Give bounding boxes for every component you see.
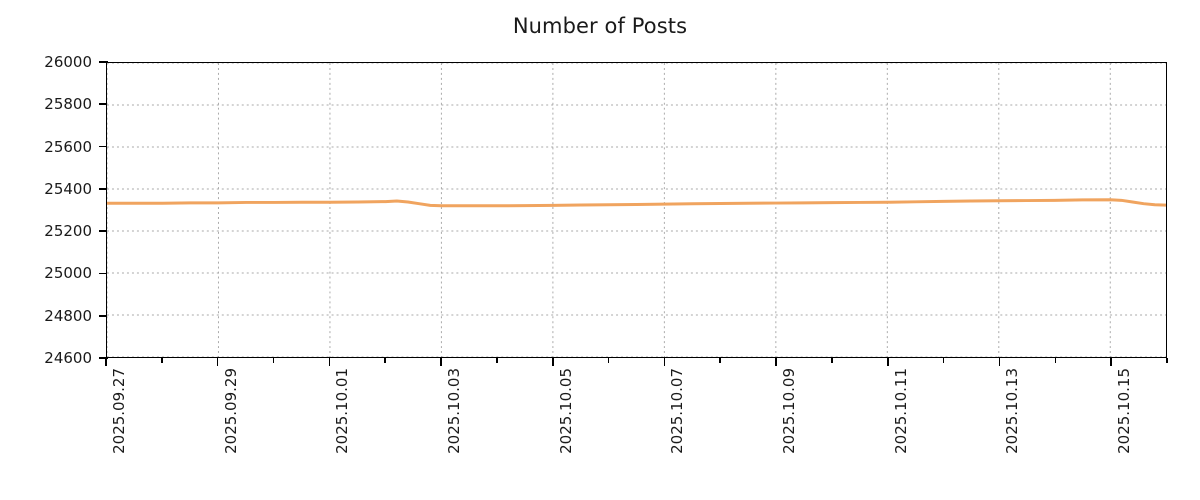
x-axis-tick-label: 2025.10.11 (891, 368, 910, 454)
y-axis-tick-label: 26000 (44, 53, 92, 71)
x-axis-tick-mark (384, 358, 386, 363)
y-axis-tick-label: 24800 (44, 306, 92, 325)
x-axis-tick-mark (886, 358, 889, 366)
x-axis-tick-mark (496, 358, 498, 363)
y-axis-tick-mark (99, 314, 108, 317)
x-axis-tick-label: 2025.10.07 (668, 368, 687, 454)
x-axis-tick-mark (1110, 358, 1112, 366)
y-axis-tick-mark (99, 188, 108, 190)
y-axis-tick-marks (98, 61, 108, 359)
x-axis-tick-mark (1054, 358, 1057, 363)
x-axis-tick-mark (663, 358, 666, 366)
chart-title: Number of Posts (512, 14, 688, 38)
x-axis-tick-mark (719, 358, 722, 363)
x-axis-tick-label: 2025.10.15 (1115, 368, 1134, 454)
x-axis-tick-labels: 2025.09.27 2025.09.29 2025.10.01 2025.10.03… (106, 368, 1167, 488)
x-axis-tick-label: 2025.10.09 (780, 368, 799, 454)
gridlines (107, 63, 1166, 357)
x-axis-tick-mark (831, 358, 833, 363)
y-axis-tick-label: 25800 (44, 95, 92, 114)
y-axis-tick-mark (99, 272, 108, 275)
data-series-line (107, 198, 1166, 208)
y-axis-tick-label: 25000 (44, 264, 92, 283)
x-axis-tick-mark (1166, 358, 1168, 363)
plot-area (106, 62, 1167, 358)
y-axis-tick-mark (99, 145, 108, 148)
x-axis-tick-mark (551, 358, 554, 366)
y-axis-tick-label: 25400 (44, 179, 92, 198)
y-axis-tick-mark (99, 230, 108, 232)
x-axis-tick-label: 2025.10.13 (1003, 368, 1022, 454)
x-axis-tick-mark (105, 358, 107, 366)
y-axis-tick-label: 24600 (44, 349, 92, 367)
x-axis-tick-mark (328, 358, 331, 366)
x-axis-tick-mark (216, 358, 219, 366)
y-axis-tick-mark (99, 61, 108, 63)
x-axis-tick-mark (998, 358, 1001, 366)
x-axis-tick-mark (607, 358, 610, 363)
x-axis-tick-label: 2025.10.03 (445, 368, 464, 454)
x-axis-tick-label: 2025.10.05 (556, 368, 575, 454)
y-axis-tick-mark (99, 103, 108, 106)
x-axis-tick-mark (272, 358, 275, 363)
x-axis-tick-mark (942, 358, 945, 363)
x-axis-tick-mark (161, 358, 163, 363)
y-axis-tick-mark (99, 357, 108, 359)
y-axis-tick-label: 25200 (44, 222, 92, 241)
y-axis-tick-label: 25600 (44, 137, 92, 156)
x-axis-tick-label: 2025.09.27 (110, 368, 128, 454)
x-axis-tick-label: 2025.09.29 (221, 368, 240, 454)
x-axis-tick-mark (775, 358, 777, 366)
y-axis-tick-labels: 24600 24800 25000 25200 25400 25600 25800 26000 (0, 55, 92, 366)
x-axis-tick-mark (440, 358, 442, 366)
x-axis-tick-marks (105, 358, 1168, 367)
x-axis-tick-label: 2025.10.01 (333, 368, 352, 454)
